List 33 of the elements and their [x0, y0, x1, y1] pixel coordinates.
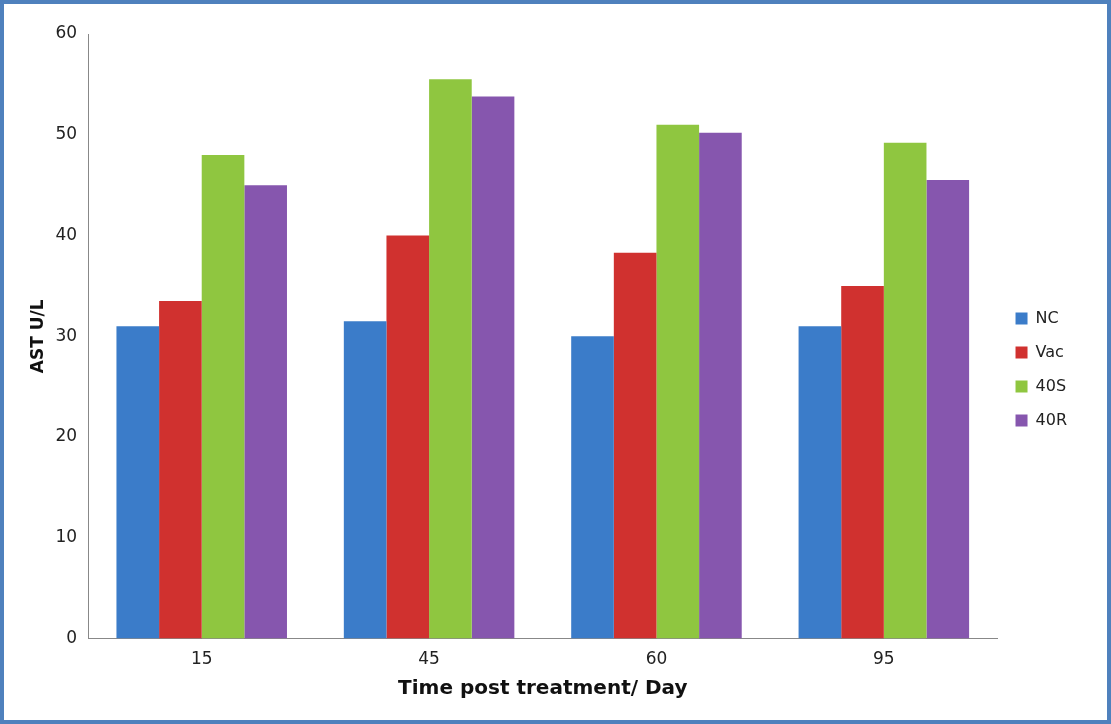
- bar: [699, 132, 742, 639]
- bar: [571, 336, 614, 639]
- y-axis-title: AST U/L: [26, 299, 47, 374]
- y-tick-label: 40: [55, 223, 78, 244]
- y-tick-label: 60: [55, 22, 78, 43]
- bar: [926, 180, 970, 639]
- bar: [613, 252, 657, 639]
- bar: [244, 185, 287, 639]
- y-tick-label: 10: [55, 526, 78, 547]
- bar: [343, 321, 387, 639]
- bar: [883, 142, 927, 639]
- bar: [386, 235, 430, 639]
- x-tick-label: 95: [873, 648, 895, 669]
- y-tick-label: 50: [55, 123, 78, 144]
- bar: [798, 326, 842, 639]
- bar: [201, 154, 245, 639]
- x-tick-label: 15: [190, 648, 213, 669]
- x-axis-title: Time post treatment/ Day: [398, 675, 688, 700]
- bar: [159, 301, 202, 639]
- legend-label: 40S: [1035, 375, 1067, 395]
- bar: [116, 326, 160, 639]
- bar: [471, 96, 515, 639]
- legend-label: 40R: [1035, 409, 1068, 429]
- bar: [656, 124, 700, 639]
- x-tick-label: 45: [418, 648, 440, 669]
- legend-label: Vac: [1035, 341, 1064, 361]
- y-tick-label: 0: [66, 627, 78, 648]
- bar: [429, 79, 472, 639]
- y-tick-label: 20: [55, 425, 78, 446]
- x-tick-label: 60: [645, 648, 668, 669]
- legend-label: NC: [1035, 307, 1059, 327]
- y-tick-label: 30: [55, 324, 78, 345]
- bar: [841, 285, 884, 639]
